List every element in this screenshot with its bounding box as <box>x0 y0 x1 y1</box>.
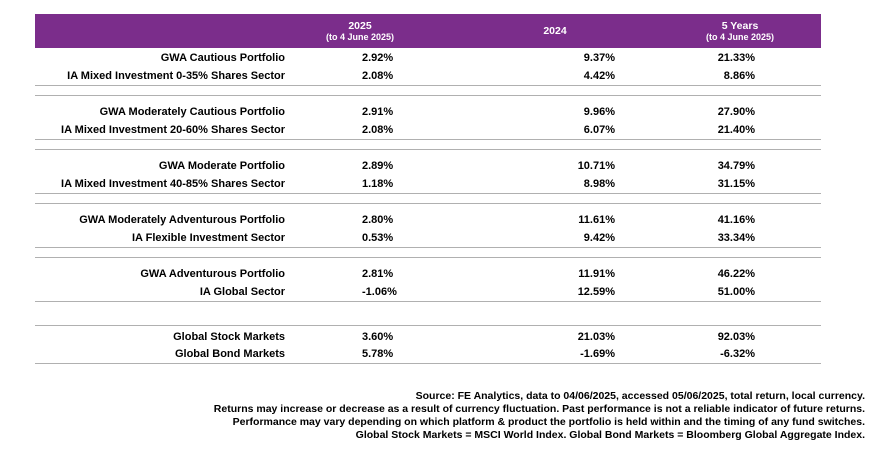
value-2025: 2.89% <box>362 160 394 172</box>
value-2025: 2.92% <box>362 52 394 64</box>
row-name: GWA Cautious Portfolio <box>160 52 285 64</box>
table-header: 2025 (to 4 June 2025) 2024 5 Years (to 4… <box>35 14 821 48</box>
value-5y: 8.86% <box>723 70 755 82</box>
table-row: GWA Cautious Portfolio 2.92% 9.37% 21.33… <box>35 49 821 67</box>
source-note: Source: FE Analytics, data to 04/06/2025… <box>415 390 865 402</box>
table-row: IA Global Sector -1.06% 12.59% 51.00% <box>35 283 821 302</box>
value-2025: 5.78% <box>362 348 394 360</box>
value-2025: 0.53% <box>362 232 394 244</box>
divider <box>35 257 821 258</box>
value-5y: 51.00% <box>717 286 755 298</box>
row-name: GWA Moderately Cautious Portfolio <box>99 106 285 118</box>
row-name: GWA Moderately Adventurous Portfolio <box>79 214 285 226</box>
table-row: IA Flexible Investment Sector 0.53% 9.42… <box>35 229 821 248</box>
divider <box>35 95 821 96</box>
row-name: IA Mixed Investment 0-35% Shares Sector <box>67 70 285 82</box>
table-row: GWA Adventurous Portfolio 2.81% 11.91% 4… <box>35 265 821 283</box>
table-row: GWA Moderate Portfolio 2.89% 10.71% 34.7… <box>35 157 821 175</box>
index-note: Global Stock Markets = MSCI World Index.… <box>355 429 865 441</box>
header-2025-sub: (to 4 June 2025) <box>325 31 395 42</box>
footnotes: Source: FE Analytics, data to 04/06/2025… <box>214 390 865 442</box>
value-2024: 11.61% <box>578 214 615 226</box>
row-name: GWA Adventurous Portfolio <box>140 268 285 280</box>
row-name: IA Flexible Investment Sector <box>131 232 285 244</box>
value-2025: 2.81% <box>362 268 394 280</box>
value-2024: 10.71% <box>577 160 615 172</box>
value-2025: 2.91% <box>362 106 394 118</box>
value-2025: 3.60% <box>362 331 394 343</box>
header-2024: 2024 <box>465 14 645 48</box>
table-row: IA Mixed Investment 0-35% Shares Sector … <box>35 67 821 86</box>
divider <box>35 149 821 150</box>
value-5y: 27.90% <box>717 106 755 118</box>
table-row: GWA Moderately Adventurous Portfolio 2.8… <box>35 211 821 229</box>
value-5y: 21.33% <box>717 52 755 64</box>
value-2025: -1.06% <box>362 286 397 298</box>
row-name: Global Stock Markets <box>173 331 285 343</box>
value-5y: 46.22% <box>717 268 755 280</box>
currency-note: Returns may increase or decrease as a re… <box>213 403 865 415</box>
table-row: GWA Moderately Cautious Portfolio 2.91% … <box>35 103 821 121</box>
row-name: GWA Moderate Portfolio <box>158 160 285 172</box>
value-5y: 41.16% <box>717 214 755 226</box>
value-2025: 2.08% <box>362 70 394 82</box>
value-5y: 31.15% <box>717 178 755 190</box>
value-5y: 34.79% <box>717 160 755 172</box>
table-row: IA Mixed Investment 20-60% Shares Sector… <box>35 121 821 140</box>
value-5y: 33.34% <box>717 232 755 244</box>
value-5y: -6.32% <box>720 348 755 360</box>
value-2024: 21.03% <box>577 331 615 343</box>
header-2024-label: 2024 <box>543 25 567 37</box>
value-2024: 8.98% <box>583 178 615 190</box>
value-2025: 2.80% <box>362 214 394 226</box>
value-2024: 9.96% <box>583 106 615 118</box>
table-row: Global Stock Markets 3.60% 21.03% 92.03% <box>35 328 821 346</box>
value-2025: 2.08% <box>362 124 394 136</box>
value-2024: 9.37% <box>583 52 615 64</box>
row-name: IA Global Sector <box>199 286 285 298</box>
value-2024: -1.69% <box>580 348 615 360</box>
table-row: IA Mixed Investment 40-85% Shares Sector… <box>35 175 821 194</box>
value-5y: 92.03% <box>717 331 755 343</box>
row-name: Global Bond Markets <box>174 348 285 360</box>
header-5y: 5 Years (to 4 June 2025) <box>655 14 825 48</box>
platform-note: Performance may vary depending on which … <box>232 416 865 428</box>
value-2025: 1.18% <box>362 178 394 190</box>
divider <box>35 203 821 204</box>
table-row: Global Bond Markets 5.78% -1.69% -6.32% <box>35 345 821 364</box>
value-2024: 9.42% <box>583 232 615 244</box>
row-name: IA Mixed Investment 20-60% Shares Sector <box>61 124 285 136</box>
value-2024: 6.07% <box>583 124 615 136</box>
value-5y: 21.40% <box>717 124 755 136</box>
performance-table: 2025 (to 4 June 2025) 2024 5 Years (to 4… <box>35 14 821 364</box>
value-2024: 12.59% <box>577 286 615 298</box>
header-2025-label: 2025 <box>348 19 372 32</box>
header-2025: 2025 (to 4 June 2025) <box>255 14 465 48</box>
divider <box>35 325 821 326</box>
value-2024: 4.42% <box>583 70 615 82</box>
row-name: IA Mixed Investment 40-85% Shares Sector <box>61 178 285 190</box>
value-2024: 11.91% <box>578 268 615 280</box>
header-5y-label: 5 Years <box>721 19 759 32</box>
header-5y-sub: (to 4 June 2025) <box>705 31 775 42</box>
